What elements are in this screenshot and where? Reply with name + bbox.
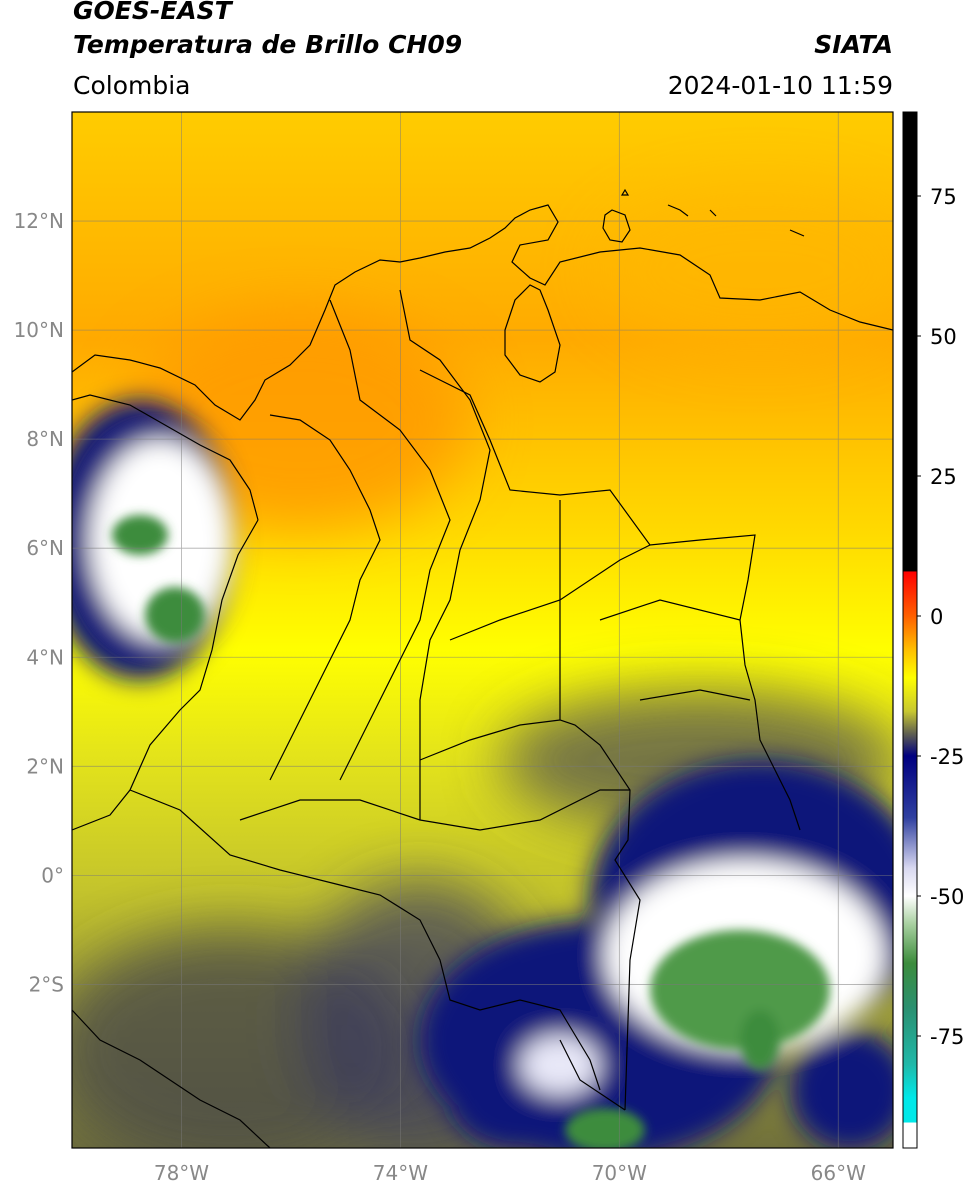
- pacific-coast: [72, 519, 259, 831]
- agency-label: SIATA: [814, 30, 893, 59]
- region-label: Colombia: [73, 71, 191, 100]
- colorbar: 75 50 25 0 -25 -50 -75: [902, 111, 964, 1149]
- aruba: [620, 188, 630, 196]
- longitude-tick-label: 66°W: [811, 1161, 866, 1185]
- colombia-venezuela-border: [419, 369, 801, 831]
- lake-maracaibo: [504, 284, 561, 383]
- latitude-tick-label: 10°N: [14, 318, 64, 342]
- caribbean-coast: [72, 204, 893, 421]
- andes-departments-b: [329, 299, 451, 781]
- longitude-tick-label: 74°W: [373, 1161, 428, 1185]
- colorbar-bar: [903, 112, 917, 1148]
- panama-coast: [72, 394, 259, 521]
- product-title: Temperatura de Brillo CH09: [73, 30, 463, 59]
- longitude-tick-label: 78°W: [154, 1161, 209, 1185]
- longitude-labels: 78°W 74°W 70°W 66°W: [154, 1161, 866, 1185]
- colorbar-tick-label: 50: [930, 325, 957, 349]
- latitude-tick-label: 4°N: [26, 645, 64, 669]
- paraguana: [602, 209, 631, 243]
- south-coast: [72, 1009, 271, 1148]
- colorbar-frame: [902, 111, 918, 1149]
- latitude-tick-label: 2°N: [26, 754, 64, 778]
- colorbar-tick-label: 0: [930, 605, 943, 629]
- colorbar-tick-label: -50: [930, 885, 964, 909]
- graticule: [72, 112, 893, 1148]
- peru-brazil-border: [559, 1039, 626, 1111]
- map-frame: [71, 111, 894, 1149]
- longitude-tick-label: 70°W: [592, 1161, 647, 1185]
- colorbar-tick-label: 75: [930, 185, 957, 209]
- timestamp-label: 2024-01-10 11:59: [667, 71, 893, 100]
- colombia-ecuador-peru-border: [129, 789, 601, 1091]
- colorbar-tick-label: -75: [930, 1025, 964, 1049]
- curacao-bonaire: [667, 204, 805, 237]
- colorbar-ticks: 75 50 25 0 -25 -50 -75: [917, 185, 964, 1049]
- colombia-brazil-border: [559, 500, 641, 1111]
- latitude-tick-label: 0°: [41, 863, 64, 887]
- latitude-tick-label: 12°N: [14, 209, 64, 233]
- latitude-tick-label: 2°S: [29, 972, 64, 996]
- latitude-labels: 12°N 10°N 8°N 6°N 4°N 2°N 0° 2°S: [14, 209, 64, 996]
- venezuela-internal: [599, 599, 751, 701]
- brightness-temperature-field: [72, 112, 893, 1148]
- satellite-title: GOES-EAST: [73, 0, 232, 25]
- latitude-tick-label: 6°N: [26, 536, 64, 560]
- llanos-departments: [239, 544, 651, 831]
- colorbar-tick-label: 25: [930, 465, 957, 489]
- andes-departments-a: [269, 414, 381, 781]
- coastlines-and-borders: [72, 188, 893, 1148]
- andes-departments-c: [399, 289, 491, 820]
- latitude-tick-label: 8°N: [26, 427, 64, 451]
- colorbar-tick-label: -25: [930, 745, 964, 769]
